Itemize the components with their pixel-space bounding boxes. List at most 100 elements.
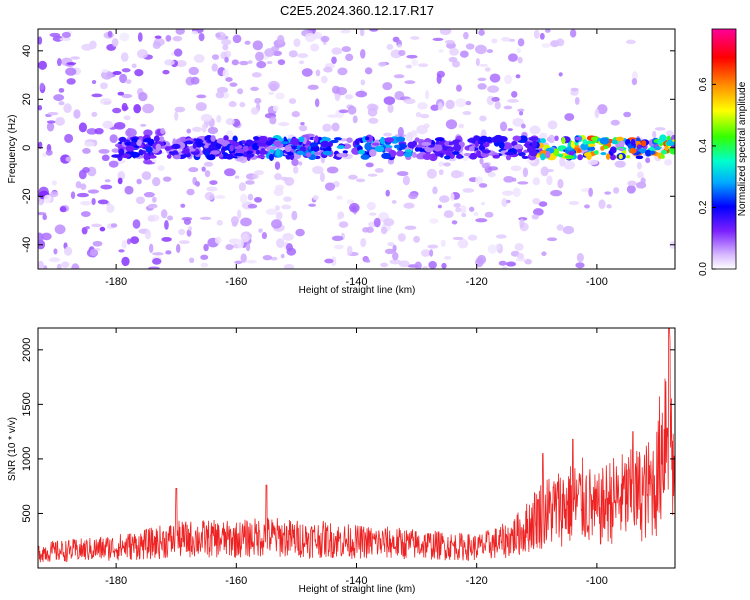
heatmap-cell [291,210,298,221]
heatmap-cell [193,54,205,63]
heatmap-cell [546,237,558,242]
heatmap-cell [152,252,164,256]
heatmap-cell [70,56,80,60]
heatmap-cell [277,59,286,66]
heatmap-cell [234,152,244,157]
heatmap-cell [576,148,582,153]
heatmap-cell [172,154,182,160]
heatmap-cell [274,205,281,211]
heatmap-cell [659,134,667,142]
heatmap-cell [395,136,406,142]
heatmap-cell [148,155,157,159]
heatmap-cell [392,252,399,261]
heatmap-cell [136,178,142,185]
heatmap-cell [367,107,378,117]
heatmap-cell [430,104,440,111]
heatmap-cell [38,36,43,45]
heatmap-cell [145,146,153,153]
heatmap-cell [192,126,202,132]
heatmap-cell [489,73,501,83]
heatmap-cell [247,203,258,209]
heatmap-cell [421,141,432,146]
heatmap-cell [406,132,413,143]
heatmap-cell [126,127,132,138]
heatmap-cell [272,105,279,112]
heatmap-cell [234,175,240,179]
heatmap-cell [245,180,255,185]
heatmap-cell [247,193,254,201]
heatmap-cell [144,229,152,240]
heatmap-cell [540,153,546,161]
heatmap-cell [453,203,462,208]
heatmap-cell [206,186,218,192]
heatmap-cell [283,196,292,203]
heatmap-cell [554,135,559,142]
heatmap-cell [224,168,236,177]
heatmap-cell [186,188,195,196]
heatmap-cell [240,217,252,227]
heatmap-cell [100,70,113,80]
heatmap-cell [473,211,479,217]
heatmap-cell [629,147,637,154]
heatmap-cell [272,220,279,227]
heatmap-cell [253,170,265,176]
heatmap-cell [529,125,541,135]
heatmap-cell [360,237,367,248]
heatmap-cell [237,238,244,249]
heatmap-cell [331,122,340,132]
heatmap-cell [364,67,373,75]
heatmap-cell [609,154,616,161]
heatmap-cell [166,215,174,221]
heatmap-cell [125,79,132,84]
heatmap-cell [436,73,442,84]
heatmap-cell [503,176,515,183]
heatmap-cell [298,60,305,65]
heatmap-cell [389,259,402,265]
heatmap-cell [162,69,170,75]
x-tick-label: -160 [225,276,247,288]
heatmap-cell [268,91,275,96]
heatmap-cell [253,136,260,141]
heatmap-cell [91,223,102,228]
heatmap-cell [594,150,599,155]
heatmap-cell [82,147,91,154]
heatmap-cell [119,73,128,84]
heatmap-cell [261,232,268,240]
heatmap-cell [599,137,610,145]
heatmap-cell [121,239,127,249]
x-tick-label: -140 [345,276,367,288]
heatmap-cell [348,174,358,180]
heatmap-cell [293,38,301,48]
snr-y-label: SNR (10 * v/v) [7,417,18,481]
heatmap-cell [143,191,155,198]
heatmap-cell [508,53,518,62]
heatmap-cell [98,148,110,154]
heatmap-cell [636,171,644,179]
heatmap-cell [215,32,221,38]
heatmap-cell [455,84,462,92]
heatmap-cell [420,249,431,257]
heatmap-cell [183,218,192,225]
heatmap-cell [418,63,429,68]
heatmap-cell [452,236,464,241]
heatmap-cell [444,39,455,45]
heatmap-cell [262,254,273,261]
heatmap-cell [195,102,207,112]
heatmap-cell [521,155,529,159]
heatmap-cell [364,142,372,151]
heatmap-cell [191,30,199,35]
heatmap-cell [216,115,222,123]
heatmap-cell [369,29,379,32]
x-tick-label: -180 [105,575,127,587]
heatmap-cell [574,136,582,141]
heatmap-cell [468,145,475,152]
heatmap-cell [240,253,247,263]
heatmap-cell [225,153,234,160]
heatmap-cell [76,192,89,198]
heatmap-cell [61,261,70,268]
heatmap-cell [152,41,161,49]
snr-panel: -180 -160 -140 -120 -100 500 1000 1500 2000 Hei… [7,327,676,595]
heatmap-cell [101,69,109,73]
heatmap-cell [246,150,253,155]
